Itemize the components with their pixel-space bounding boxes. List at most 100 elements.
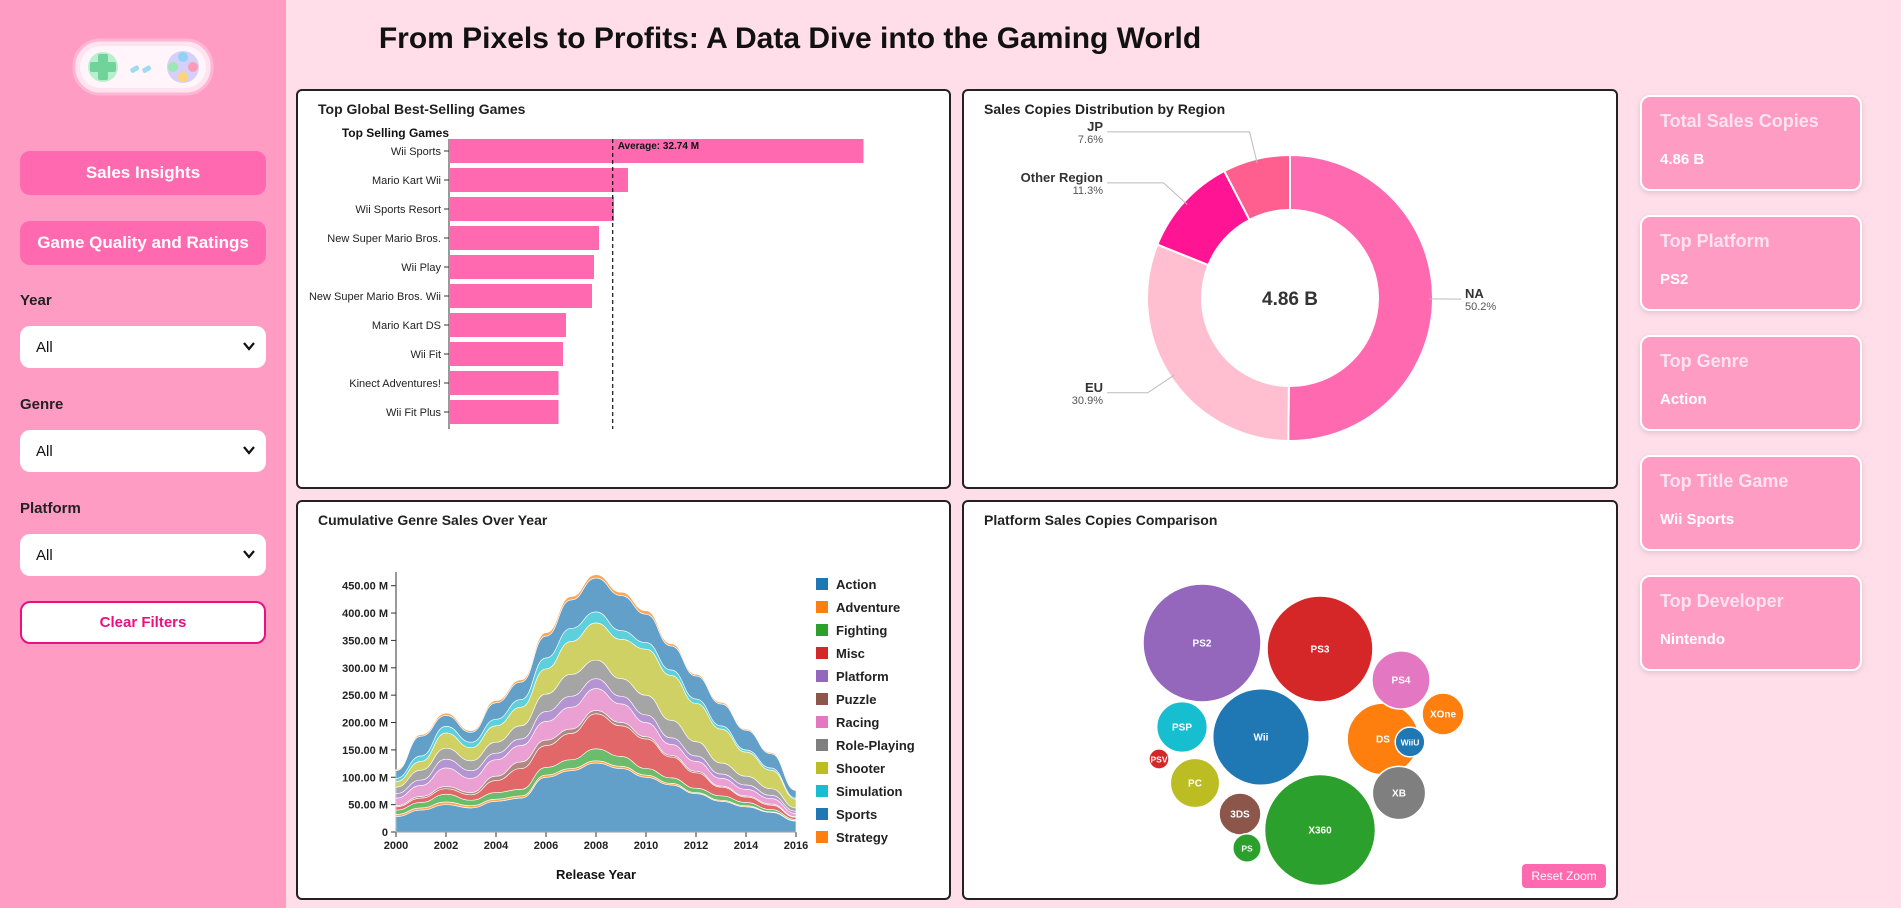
reset-zoom-button[interactable]: Reset Zoom bbox=[1522, 864, 1606, 888]
bar bbox=[449, 313, 566, 337]
bar bbox=[449, 284, 592, 308]
legend-label: Sports bbox=[836, 807, 877, 822]
bar bbox=[449, 197, 614, 221]
chevron-down-icon bbox=[243, 550, 255, 559]
bubble-ps bbox=[1232, 833, 1262, 863]
x-tick-label: 2008 bbox=[584, 840, 608, 852]
legend-label: Misc bbox=[836, 646, 865, 661]
platform-bubble-chart[interactable]: PS2 PS3 X360 Wii DS PS4 PSP PC XB 3DS XOne WiiU PS PS… bbox=[964, 532, 1616, 892]
bubble-label: XB bbox=[1392, 789, 1406, 800]
bubble-wii bbox=[1211, 687, 1311, 787]
bar-axis-title: Top Selling Games bbox=[342, 126, 449, 140]
genre-sales-title: Cumulative Genre Sales Over Year bbox=[318, 512, 548, 528]
average-label: Average: 32.74 M bbox=[618, 141, 699, 152]
legend-label: Shooter bbox=[836, 761, 885, 776]
legend-swatch bbox=[816, 624, 828, 636]
kpi-total-sales: Total Sales Copies 4.86 B bbox=[1640, 95, 1862, 191]
donut-percent: 11.3% bbox=[1073, 185, 1104, 197]
bar-label: Wii Sports bbox=[391, 146, 442, 158]
genre-filter-label: Genre bbox=[20, 396, 64, 413]
region-panel: Sales Copies Distribution by Region NA 50… bbox=[962, 89, 1618, 489]
year-select[interactable]: All bbox=[20, 326, 266, 368]
legend-swatch bbox=[816, 739, 828, 751]
donut-percent: 50.2% bbox=[1465, 301, 1496, 313]
platform-title: Platform Sales Copies Comparison bbox=[984, 512, 1218, 528]
year-filter-label: Year bbox=[20, 292, 52, 309]
game-controller-logo bbox=[72, 38, 214, 96]
bar bbox=[449, 371, 559, 395]
bubble-ps3 bbox=[1266, 595, 1374, 703]
bar bbox=[449, 255, 594, 279]
genre-sales-chart: 0 50.00 M 100.00 M 150.00 M 200.00 M 250.00 M… bbox=[342, 572, 915, 882]
top-games-title: Top Global Best-Selling Games bbox=[318, 101, 526, 117]
legend-swatch bbox=[816, 693, 828, 705]
genre-sales-panel: Cumulative Genre Sales Over Year 0 50.00 … bbox=[296, 500, 951, 900]
platform-filter-label: Platform bbox=[20, 500, 81, 517]
bubble-pc bbox=[1169, 757, 1221, 809]
kpi-top-platform: Top Platform PS2 bbox=[1640, 215, 1862, 311]
y-tick-label: 250.00 M bbox=[342, 690, 388, 702]
donut-slice bbox=[1222, 153, 1291, 222]
nav-game-quality-button[interactable]: Game Quality and Ratings bbox=[20, 221, 266, 265]
legend-label: Action bbox=[836, 577, 877, 592]
legend-label: Role-Playing bbox=[836, 738, 915, 753]
donut-leader bbox=[1107, 374, 1175, 394]
bubble-label: XOne bbox=[1430, 710, 1457, 721]
legend-swatch bbox=[816, 601, 828, 613]
legend-label: Adventure bbox=[836, 600, 900, 615]
legend-swatch bbox=[816, 831, 828, 843]
kpi-title: Top Developer bbox=[1660, 591, 1784, 611]
kpi-value: PS2 bbox=[1660, 271, 1689, 288]
x-tick-label: 2000 bbox=[384, 840, 408, 852]
y-tick-label: 450.00 M bbox=[342, 581, 388, 593]
bubble-psp bbox=[1155, 700, 1209, 754]
legend-label: Puzzle bbox=[836, 692, 876, 707]
page-title: From Pixels to Profits: A Data Dive into… bbox=[378, 22, 1202, 55]
bubble-label: PC bbox=[1188, 779, 1202, 790]
legend-swatch bbox=[816, 716, 828, 728]
clear-filters-button[interactable]: Clear Filters bbox=[20, 601, 266, 644]
genre-select[interactable]: All bbox=[20, 430, 266, 472]
genre-select-value: All bbox=[36, 442, 53, 460]
bar-label: New Super Mario Bros. bbox=[327, 233, 441, 245]
chevron-down-icon bbox=[243, 446, 255, 455]
stream-layer-adventure bbox=[395, 574, 797, 791]
bubble-label: PSP bbox=[1172, 723, 1192, 734]
kpi-value: Action bbox=[1660, 391, 1707, 408]
kpi-title: Top Genre bbox=[1660, 351, 1749, 371]
legend-swatch bbox=[816, 670, 828, 682]
donut-slice bbox=[1146, 243, 1290, 443]
platform-select[interactable]: All bbox=[20, 534, 266, 576]
x-axis-title: Release Year bbox=[556, 867, 636, 882]
nav-sales-insights-button[interactable]: Sales Insights bbox=[20, 151, 266, 195]
y-tick-label: 150.00 M bbox=[342, 745, 388, 757]
legend-label: Simulation bbox=[836, 784, 903, 799]
legend-swatch bbox=[816, 762, 828, 774]
kpi-top-title-game: Top Title Game Wii Sports bbox=[1640, 455, 1862, 551]
bar bbox=[449, 139, 864, 163]
bubble-label: 3DS bbox=[1230, 810, 1250, 821]
bubble-psv bbox=[1148, 748, 1170, 770]
bubble-xone bbox=[1421, 692, 1465, 736]
legend-label: Strategy bbox=[836, 830, 889, 845]
bubble-label: Wii bbox=[1254, 733, 1269, 744]
y-tick-label: 400.00 M bbox=[342, 608, 388, 620]
legend-swatch bbox=[816, 647, 828, 659]
legend-label: Fighting bbox=[836, 623, 887, 638]
legend-label: Platform bbox=[836, 669, 889, 684]
platform-panel: Platform Sales Copies Comparison PS2 PS3 X… bbox=[962, 500, 1618, 900]
kpi-top-developer: Top Developer Nintendo bbox=[1640, 575, 1862, 671]
bar bbox=[449, 342, 563, 366]
y-tick-label: 50.00 M bbox=[348, 800, 388, 812]
bar-label: Mario Kart Wii bbox=[372, 175, 441, 187]
bubble-label: PS bbox=[1241, 844, 1253, 854]
donut-center-label: 4.86 B bbox=[1262, 289, 1318, 310]
y-tick-label: 100.00 M bbox=[342, 772, 388, 784]
donut-leader bbox=[1107, 131, 1258, 164]
bar-label: Wii Play bbox=[401, 262, 441, 274]
x-tick-label: 2010 bbox=[634, 840, 658, 852]
kpi-title: Top Platform bbox=[1660, 231, 1770, 251]
region-title: Sales Copies Distribution by Region bbox=[984, 101, 1226, 117]
bubble-xb bbox=[1371, 765, 1427, 821]
